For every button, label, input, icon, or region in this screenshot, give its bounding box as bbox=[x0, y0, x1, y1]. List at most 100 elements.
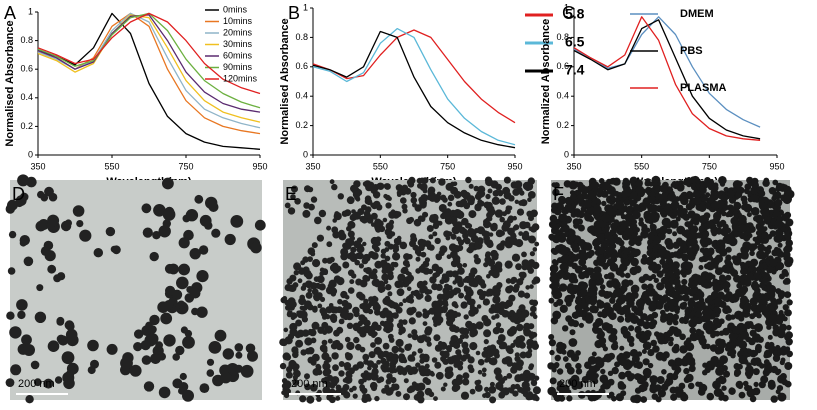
particle bbox=[654, 263, 662, 271]
particle bbox=[457, 280, 464, 288]
particle bbox=[633, 236, 641, 245]
particle bbox=[172, 353, 180, 361]
particle bbox=[507, 387, 512, 392]
particle bbox=[396, 288, 405, 297]
particle bbox=[725, 314, 733, 321]
particle bbox=[604, 262, 610, 268]
particle bbox=[329, 256, 335, 263]
particle bbox=[504, 260, 513, 269]
particle bbox=[775, 370, 781, 376]
particle bbox=[348, 367, 355, 375]
particle bbox=[697, 275, 704, 283]
particle bbox=[632, 210, 641, 220]
particle bbox=[234, 343, 244, 352]
particle bbox=[66, 375, 75, 383]
particle bbox=[466, 223, 473, 229]
particle bbox=[582, 270, 588, 277]
particle bbox=[704, 263, 710, 270]
particle bbox=[285, 371, 293, 379]
particle bbox=[619, 383, 627, 390]
particle bbox=[712, 317, 721, 326]
y-tick-label: 0.2 bbox=[556, 120, 569, 130]
particle bbox=[474, 204, 482, 212]
particle bbox=[230, 215, 244, 228]
particle bbox=[468, 183, 474, 189]
particle bbox=[382, 217, 388, 223]
particle bbox=[9, 326, 22, 339]
particle bbox=[198, 245, 209, 255]
particle bbox=[674, 243, 680, 249]
particle bbox=[349, 251, 355, 257]
particle bbox=[632, 394, 642, 404]
particle bbox=[550, 270, 557, 278]
particle bbox=[327, 375, 333, 381]
particle bbox=[368, 251, 376, 258]
particle bbox=[134, 329, 144, 339]
particle bbox=[196, 270, 209, 283]
particle bbox=[384, 228, 393, 236]
particle bbox=[725, 227, 732, 234]
particle bbox=[661, 369, 667, 375]
particle bbox=[647, 362, 654, 369]
particle bbox=[321, 268, 329, 275]
particle bbox=[473, 254, 479, 260]
particle bbox=[477, 199, 483, 205]
particle bbox=[494, 352, 500, 359]
particle bbox=[725, 246, 732, 253]
particle bbox=[508, 285, 514, 291]
particle bbox=[505, 278, 512, 284]
particle bbox=[417, 348, 423, 354]
particle bbox=[467, 364, 474, 371]
particle bbox=[725, 212, 731, 218]
particle bbox=[648, 303, 657, 312]
particle bbox=[558, 196, 567, 205]
particle bbox=[486, 274, 491, 279]
particle bbox=[324, 325, 333, 334]
particle bbox=[458, 292, 465, 299]
particle bbox=[762, 272, 770, 280]
particle bbox=[565, 300, 572, 307]
particle bbox=[79, 230, 91, 242]
particle bbox=[495, 288, 501, 294]
particle bbox=[468, 309, 476, 317]
particle bbox=[502, 375, 508, 381]
particle bbox=[719, 355, 728, 364]
particle bbox=[640, 257, 648, 265]
particle bbox=[706, 326, 713, 333]
particle bbox=[602, 378, 609, 385]
particle bbox=[564, 362, 572, 370]
particle bbox=[416, 251, 422, 257]
particle bbox=[426, 225, 434, 232]
particle bbox=[496, 339, 502, 345]
particle bbox=[489, 381, 495, 387]
particle bbox=[760, 375, 769, 384]
particle bbox=[584, 212, 590, 219]
particle bbox=[624, 316, 632, 323]
particle bbox=[325, 306, 333, 314]
particle bbox=[105, 226, 116, 237]
particle bbox=[457, 200, 465, 208]
particle bbox=[678, 194, 687, 203]
particle bbox=[321, 352, 330, 361]
particle bbox=[432, 272, 439, 279]
particle bbox=[395, 211, 402, 218]
particle bbox=[468, 271, 476, 279]
particle bbox=[681, 267, 686, 273]
particle bbox=[349, 387, 354, 393]
particle bbox=[687, 252, 696, 261]
particle bbox=[503, 176, 511, 184]
particle bbox=[785, 338, 793, 346]
particle bbox=[400, 268, 406, 274]
particle bbox=[47, 264, 57, 274]
particle bbox=[441, 207, 447, 213]
particle bbox=[302, 266, 310, 274]
particle bbox=[703, 281, 711, 289]
particle bbox=[715, 338, 724, 347]
scale-bar-label: 200 nm bbox=[18, 378, 55, 390]
particle bbox=[569, 190, 575, 196]
particle bbox=[471, 280, 479, 288]
particle bbox=[784, 362, 793, 370]
particle bbox=[337, 193, 344, 200]
particle bbox=[398, 319, 404, 324]
particle bbox=[438, 249, 445, 257]
